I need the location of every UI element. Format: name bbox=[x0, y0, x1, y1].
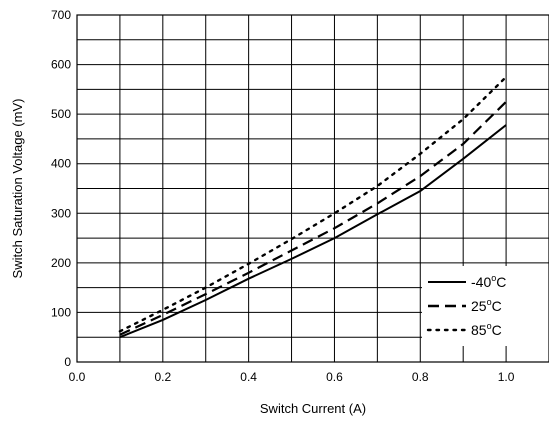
x-tick-labels: 0.0 0.2 0.4 0.6 0.8 1.0 bbox=[69, 370, 515, 384]
x-axis-label: Switch Current (A) bbox=[260, 401, 366, 416]
x-tick-label: 0.0 bbox=[69, 370, 86, 384]
series-line-dashed bbox=[119, 101, 507, 336]
series-lines bbox=[118, 75, 508, 339]
y-tick-label: 600 bbox=[51, 58, 71, 72]
y-tick-label: 700 bbox=[51, 8, 71, 22]
legend-label: -40oC bbox=[471, 273, 506, 290]
x-tick-label: 0.2 bbox=[154, 370, 171, 384]
x-tick-label: 0.4 bbox=[240, 370, 257, 384]
y-tick-label: 100 bbox=[51, 305, 71, 319]
series-line-dotted bbox=[118, 75, 508, 333]
legend-label: 85oC bbox=[471, 321, 502, 338]
plot-frame bbox=[76, 14, 549, 363]
y-tick-label: 200 bbox=[51, 256, 71, 270]
x-tick-label: 0.8 bbox=[412, 370, 429, 384]
grid bbox=[77, 15, 549, 362]
legend-label: 25oC bbox=[471, 297, 502, 314]
legend: -40oC 25oC 85oC bbox=[422, 266, 549, 346]
y-tick-labels: 0 100 200 300 400 500 600 700 bbox=[51, 8, 71, 369]
y-axis-label: Switch Saturation Voltage (mV) bbox=[10, 99, 25, 279]
y-tick-label: 400 bbox=[51, 157, 71, 171]
y-tick-label: 500 bbox=[51, 107, 71, 121]
legend-box bbox=[422, 266, 549, 346]
x-tick-label: 1.0 bbox=[498, 370, 515, 384]
y-tick-label: 300 bbox=[51, 206, 71, 220]
x-tick-label: 0.6 bbox=[326, 370, 343, 384]
y-tick-label: 0 bbox=[64, 355, 71, 369]
series-line-solid bbox=[119, 124, 507, 339]
